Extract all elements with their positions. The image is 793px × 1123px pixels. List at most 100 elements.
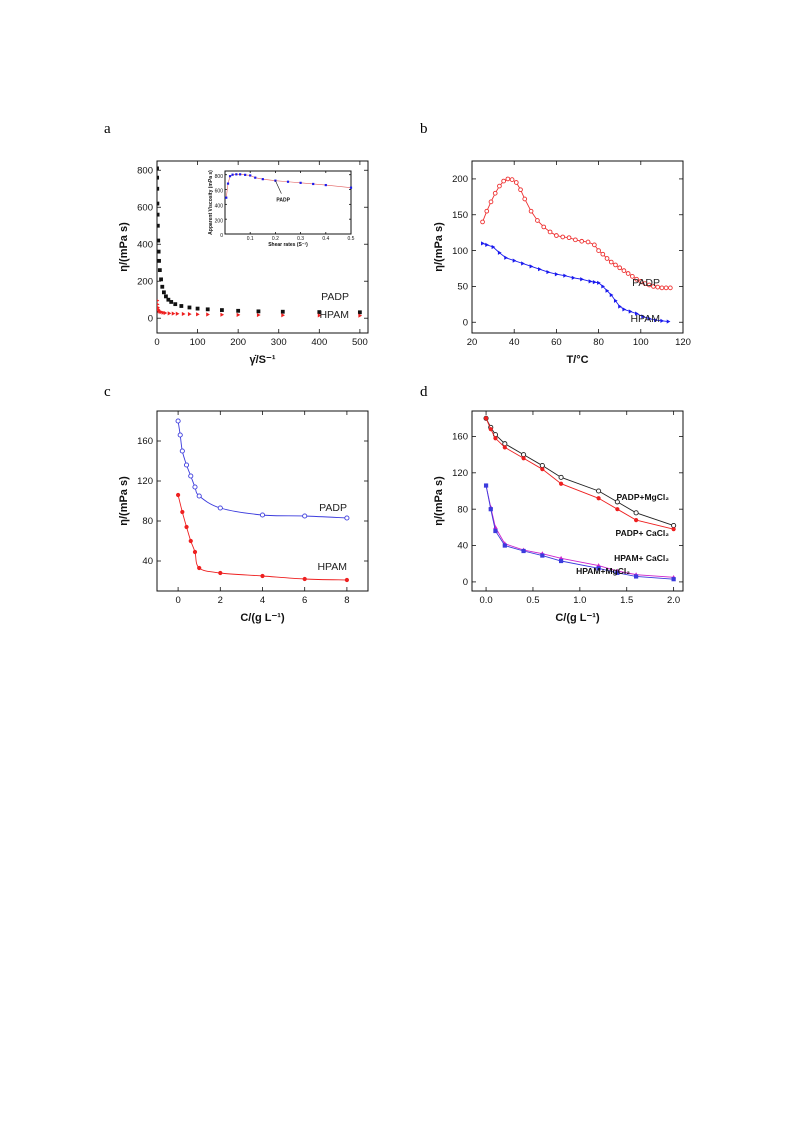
y-tick-label: 40 bbox=[457, 541, 468, 552]
x-tick-label: 1.5 bbox=[620, 595, 633, 606]
x-tick-label: 0.0 bbox=[479, 595, 492, 606]
data-point-hpam bbox=[554, 272, 559, 277]
data-point-padp bbox=[236, 308, 241, 313]
data-point-hpam bbox=[157, 299, 160, 302]
data-point-hpam-mgcl bbox=[615, 570, 620, 575]
chart-b-viscosity-vs-temperature: 20 40 60 80 100 120 0 50 100 150 200 T/°C η/(mPa s) P… bbox=[433, 160, 691, 366]
data-point-hpam bbox=[181, 311, 186, 317]
data-point-padp bbox=[302, 513, 308, 519]
y-tick-label: 120 bbox=[137, 476, 153, 487]
data-point-padp-mgcl bbox=[502, 441, 508, 447]
series-label-hpam: HPAM bbox=[630, 313, 660, 325]
x-tick-label: 0.2 bbox=[272, 236, 279, 242]
y-tick-label: 600 bbox=[215, 189, 224, 195]
series-hpam bbox=[176, 492, 349, 583]
data-point-hpam bbox=[220, 312, 225, 317]
plot-frame bbox=[224, 170, 352, 235]
data-point-hpam bbox=[571, 275, 576, 280]
data-point-padp bbox=[157, 238, 161, 243]
data-point-hpam bbox=[622, 307, 627, 312]
data-point-padp bbox=[592, 242, 597, 248]
data-point-padp bbox=[259, 512, 266, 518]
data-point-padp bbox=[217, 505, 223, 511]
data-point-padp bbox=[566, 235, 572, 241]
data-point-padp bbox=[160, 284, 165, 289]
data-point-padp bbox=[187, 305, 192, 310]
data-point-hpam bbox=[176, 492, 181, 498]
x-tick-label: 1.0 bbox=[573, 595, 586, 606]
data-point-hpam bbox=[206, 312, 210, 317]
panel-letter-c: c bbox=[104, 384, 111, 400]
data-point-padp bbox=[164, 294, 168, 299]
data-point-hpam bbox=[171, 311, 176, 316]
data-point-padp bbox=[541, 224, 547, 230]
x-tick-label: 200 bbox=[230, 337, 246, 348]
plot-frame bbox=[156, 160, 369, 334]
data-point-padp-cacl bbox=[488, 427, 493, 432]
inset-series-line bbox=[225, 174, 352, 198]
y-tick-label: 600 bbox=[137, 202, 153, 213]
data-point-hpam bbox=[666, 319, 671, 324]
data-point-hpam bbox=[521, 261, 525, 266]
data-point-padp bbox=[157, 258, 161, 263]
data-point-hpam-mgcl bbox=[596, 566, 601, 571]
data-point-padp-cacl bbox=[493, 436, 498, 441]
y-tick-label: 0 bbox=[220, 233, 223, 239]
series-hpam-mgcl bbox=[483, 483, 676, 582]
data-point-padp bbox=[157, 166, 159, 171]
data-point-padp bbox=[573, 237, 578, 243]
data-point-padp bbox=[579, 238, 585, 244]
data-point-padp bbox=[480, 219, 485, 225]
y-tick-label: 40 bbox=[142, 556, 153, 567]
series-label-hpam-cacl2: HPAM+ CaCl₂ bbox=[614, 553, 669, 563]
axes: 0 100 200 300 400 500 0 200 400 600 800 bbox=[137, 160, 369, 348]
series-label-hpam: HPAM bbox=[319, 309, 349, 321]
data-point-hpam bbox=[538, 267, 542, 272]
plot-frame bbox=[471, 410, 684, 592]
data-point-padp-cacl bbox=[634, 517, 639, 523]
data-point-padp bbox=[535, 218, 540, 223]
data-point-hpam-mgcl bbox=[634, 574, 639, 579]
inset-data-point bbox=[324, 183, 327, 187]
x-axis-title: T/°C bbox=[566, 354, 588, 366]
y-tick-label: 0 bbox=[463, 577, 468, 588]
x-tick-label: 0.5 bbox=[348, 236, 355, 242]
data-point-hpam bbox=[192, 549, 198, 555]
series-line-hpam bbox=[177, 494, 347, 581]
data-point-hpam bbox=[660, 318, 665, 323]
axes: 0 2 4 6 8 40 80 120 160 bbox=[137, 410, 369, 606]
panel-letter-b: b bbox=[420, 121, 428, 137]
data-point-hpam bbox=[512, 258, 517, 263]
data-point-padp bbox=[505, 176, 511, 182]
y-tick-label: 160 bbox=[452, 432, 468, 443]
data-point-hpam bbox=[485, 242, 489, 247]
axes: 20 40 60 80 100 120 0 50 100 150 200 bbox=[452, 160, 691, 348]
data-point-padp bbox=[157, 223, 160, 228]
x-axis-title: C/(g L⁻¹) bbox=[555, 612, 600, 624]
data-point-hpam bbox=[481, 241, 485, 246]
x-tick-label: 300 bbox=[271, 337, 287, 348]
data-point-hpam-mgcl bbox=[493, 528, 498, 534]
y-tick-label: 0 bbox=[148, 313, 153, 324]
data-point-padp bbox=[161, 290, 166, 295]
data-point-padp-cacl bbox=[558, 481, 564, 486]
data-point-hpam bbox=[157, 302, 160, 306]
data-point-padp bbox=[634, 276, 639, 282]
series-label-padp-cacl2: PADP+ CaCl₂ bbox=[616, 528, 670, 538]
data-point-padp-cacl bbox=[540, 467, 545, 472]
y-tick-label: 200 bbox=[137, 276, 153, 287]
data-point-padp bbox=[667, 285, 673, 291]
data-point-padp bbox=[280, 309, 285, 314]
x-tick-label: 2.0 bbox=[667, 595, 680, 606]
panel-letter-a: a bbox=[104, 121, 111, 137]
data-point-hpam bbox=[504, 255, 508, 260]
data-point-padp bbox=[528, 208, 534, 214]
inset-data-point bbox=[312, 182, 315, 186]
chart-d-viscosity-vs-salt-concentration: 0.0 0.5 1.0 1.5 2.0 0 40 80 120 160 C/(g L⁻¹) η/(mP… bbox=[433, 410, 684, 624]
y-tick-label: 400 bbox=[137, 239, 153, 250]
data-point-hpam bbox=[163, 310, 168, 316]
x-tick-label: 120 bbox=[675, 337, 691, 348]
inset-data-point bbox=[286, 180, 290, 183]
y-axis-title: η/(mPa s) bbox=[118, 222, 130, 272]
data-point-hpam bbox=[161, 310, 166, 315]
